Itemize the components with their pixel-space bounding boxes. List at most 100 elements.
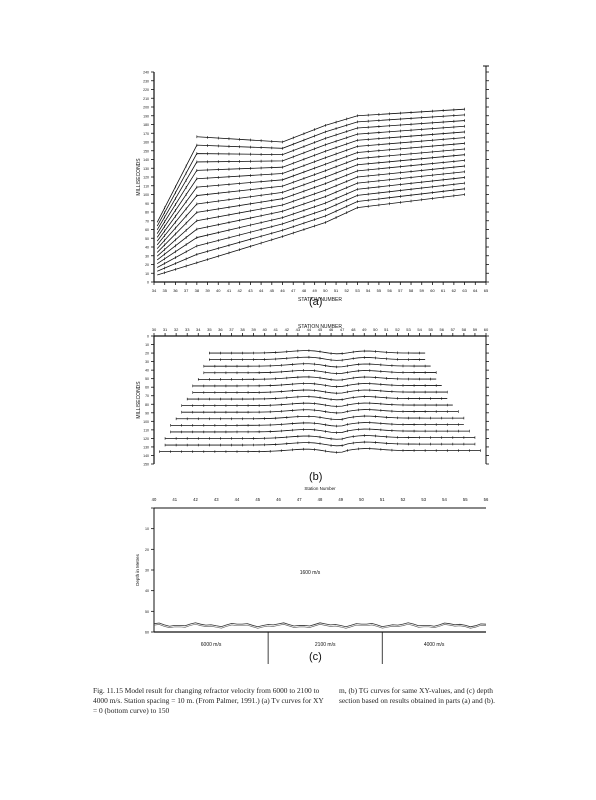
x-tick-label: 41 bbox=[274, 327, 279, 332]
y-tick-label: 20 bbox=[145, 352, 149, 356]
y-tick-label: 160 bbox=[143, 141, 149, 145]
x-tick-label: 48 bbox=[351, 327, 356, 332]
x-tick-label: 44 bbox=[259, 288, 264, 293]
y-tick-label: 40 bbox=[145, 246, 149, 250]
tv-curve bbox=[157, 182, 465, 268]
x-tick-label: 52 bbox=[401, 497, 406, 502]
y-tick-label: 190 bbox=[143, 114, 149, 118]
y-tick-label: 220 bbox=[143, 88, 149, 92]
station-number-title: Station Number bbox=[304, 486, 336, 491]
x-tick-label: 48 bbox=[302, 288, 307, 293]
x-tick-label: 45 bbox=[255, 497, 260, 502]
x-tick-label: 36 bbox=[218, 327, 223, 332]
y-tick-label: 90 bbox=[145, 202, 149, 206]
x-tick-label: 34 bbox=[152, 288, 157, 293]
tv-curve bbox=[156, 137, 465, 238]
y-tick-label: 60 bbox=[145, 631, 149, 635]
y-tick-label: 110 bbox=[143, 184, 149, 188]
y-tick-label: 20 bbox=[145, 548, 149, 552]
y-tick-label: 200 bbox=[143, 106, 149, 110]
x-tick-label: 31 bbox=[163, 327, 168, 332]
x-tick-label: 43 bbox=[296, 327, 301, 332]
y-tick-label: 30 bbox=[145, 360, 149, 364]
x-tick-label: 61 bbox=[441, 288, 446, 293]
tv-curve bbox=[196, 108, 465, 143]
x-tick-label: 60 bbox=[484, 327, 489, 332]
x-tick-label: 50 bbox=[323, 288, 328, 293]
x-tick-label: 51 bbox=[384, 327, 389, 332]
x-tick-label: 56 bbox=[440, 327, 445, 332]
x-tick-label: 56 bbox=[387, 288, 392, 293]
y-tick-label: 10 bbox=[145, 272, 149, 276]
tg-curve bbox=[181, 409, 459, 414]
x-tick-label: 47 bbox=[340, 327, 345, 332]
x-tick-label: 37 bbox=[229, 327, 234, 332]
x-tick-label: 38 bbox=[240, 327, 245, 332]
panel-a-label: (a) bbox=[309, 296, 323, 308]
x-tick-label: 45 bbox=[270, 288, 275, 293]
y-tick-label: 110 bbox=[143, 428, 149, 432]
y-tick-label: 150 bbox=[143, 149, 149, 153]
x-tick-label: 35 bbox=[207, 327, 212, 332]
x-tick-label: 44 bbox=[307, 327, 312, 332]
refractor-velocity-label: 6000 m/s bbox=[201, 642, 222, 648]
x-tick-label: 59 bbox=[473, 327, 478, 332]
x-tick-label: 60 bbox=[430, 288, 435, 293]
y-tick-label: 40 bbox=[145, 369, 149, 373]
x-tick-label: 41 bbox=[172, 497, 177, 502]
x-tick-label: 55 bbox=[377, 288, 382, 293]
tg-curve bbox=[203, 363, 431, 368]
panel-a: 34 35 36 37 38 39 40 41 42 43 44 45 46 47 48 49 50 51 52 53… bbox=[130, 60, 500, 322]
x-tick-label: 39 bbox=[205, 288, 210, 293]
tg-curve bbox=[159, 448, 481, 453]
y-tick-label: 30 bbox=[145, 254, 149, 258]
x-tick-label: 39 bbox=[251, 327, 256, 332]
x-tick-label: 52 bbox=[345, 288, 350, 293]
x-tick-label: 40 bbox=[216, 288, 221, 293]
tv-curve bbox=[156, 142, 465, 242]
x-tick-label: 57 bbox=[451, 327, 456, 332]
x-tick-label: 42 bbox=[193, 497, 198, 502]
x-tick-label: 50 bbox=[373, 327, 378, 332]
y-axis-label: MILLISECONDS bbox=[136, 381, 142, 419]
y-tick-label: 30 bbox=[145, 569, 149, 573]
y-tick-label: 210 bbox=[143, 97, 149, 101]
y-tick-label: 130 bbox=[143, 167, 149, 171]
x-tick-label: 54 bbox=[442, 497, 447, 502]
y-tick-label: 10 bbox=[145, 343, 149, 347]
y-tick-label: 80 bbox=[145, 403, 149, 407]
x-tick-label: 64 bbox=[473, 288, 478, 293]
y-tick-label: 40 bbox=[145, 589, 149, 593]
x-tick-label: 58 bbox=[409, 288, 414, 293]
panel-b-label: (b) bbox=[309, 471, 323, 483]
y-tick-label: 150 bbox=[143, 463, 149, 467]
x-tick-label: 53 bbox=[406, 327, 411, 332]
y-axis-label: MILLISECONDS bbox=[136, 158, 142, 196]
y-tick-label: 80 bbox=[145, 211, 149, 215]
x-tick-label: 46 bbox=[276, 497, 281, 502]
y-tick-label: 170 bbox=[143, 132, 149, 136]
y-tick-label: 70 bbox=[145, 394, 149, 398]
x-tick-label: 30 bbox=[152, 327, 157, 332]
x-tick-label: 57 bbox=[398, 288, 403, 293]
x-tick-label: 55 bbox=[428, 327, 433, 332]
x-tick-label: 50 bbox=[359, 497, 364, 502]
x-tick-label: 44 bbox=[235, 497, 240, 502]
refractor-velocity-label: 4000 m/s bbox=[424, 642, 445, 648]
upper-layer-velocity: 1600 m/s bbox=[300, 570, 321, 576]
x-tick-label: 32 bbox=[174, 327, 179, 332]
tg-curve bbox=[192, 389, 448, 394]
tv-curve bbox=[156, 120, 465, 227]
y-tick-label: 140 bbox=[143, 454, 149, 458]
x-tick-label: 49 bbox=[338, 497, 343, 502]
x-tick-label: 59 bbox=[420, 288, 425, 293]
tg-curve bbox=[170, 422, 464, 427]
x-axis-label: STATION NUMBER bbox=[298, 297, 342, 303]
y-tick-label: 70 bbox=[145, 219, 149, 223]
x-tick-label: 54 bbox=[417, 327, 422, 332]
x-tick-label: 34 bbox=[196, 327, 201, 332]
x-tick-label: 40 bbox=[152, 497, 157, 502]
y-tick-label: 130 bbox=[143, 445, 149, 449]
x-tick-label: 65 bbox=[484, 288, 489, 293]
x-tick-label: 45 bbox=[318, 327, 323, 332]
